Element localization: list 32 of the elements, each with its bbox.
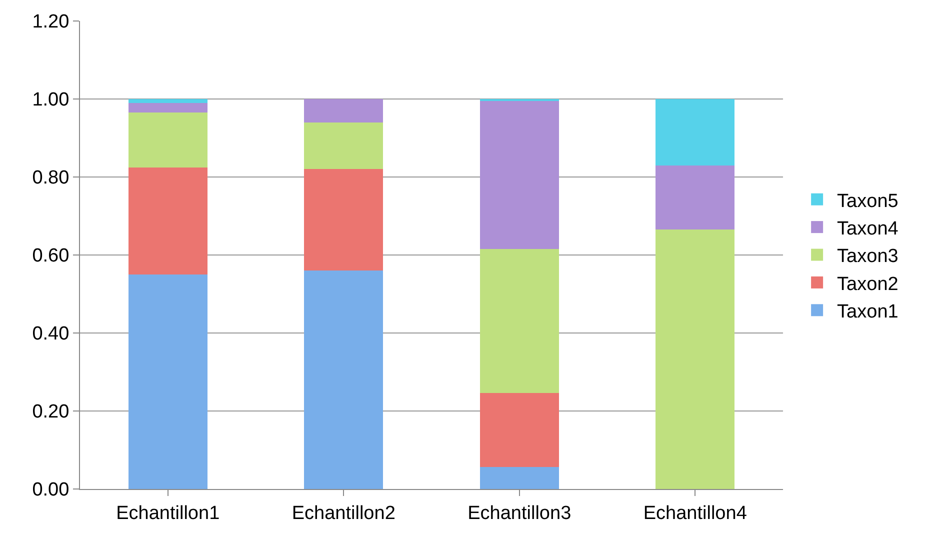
bar [480,393,559,468]
bar [656,165,735,230]
y-tick-label: 0.20 [32,402,70,423]
bar [304,122,384,170]
bar [304,99,384,122]
bar [656,230,735,489]
x-tick-label: Echantillon3 [468,502,572,524]
bar [480,467,559,489]
bar [128,102,208,113]
y-tick-label: 1.20 [32,12,70,33]
legend-label: Taxon1 [837,302,898,323]
bar [128,99,208,103]
bar [656,99,735,166]
bar [480,248,559,394]
bar [480,100,559,249]
bar [304,270,384,489]
legend-label: Taxon5 [837,190,898,212]
legend-label: Taxon2 [837,274,898,295]
y-tick-label: 1.00 [32,90,70,111]
y-tick-label: 0.00 [32,480,70,501]
x-tick-label: Echantillon2 [292,502,396,524]
y-tick-label: 0.40 [32,324,70,345]
bar [304,169,384,271]
bar [128,274,208,489]
legend-label: Taxon4 [837,218,899,240]
bar [128,167,208,274]
x-tick-label: Echantillon4 [643,502,748,524]
y-tick-label: 0.80 [32,168,70,189]
x-tick-label: Echantillon1 [116,502,220,524]
legend-label: Taxon3 [837,246,898,268]
bar [128,112,208,168]
y-tick-label: 0.60 [32,246,70,267]
